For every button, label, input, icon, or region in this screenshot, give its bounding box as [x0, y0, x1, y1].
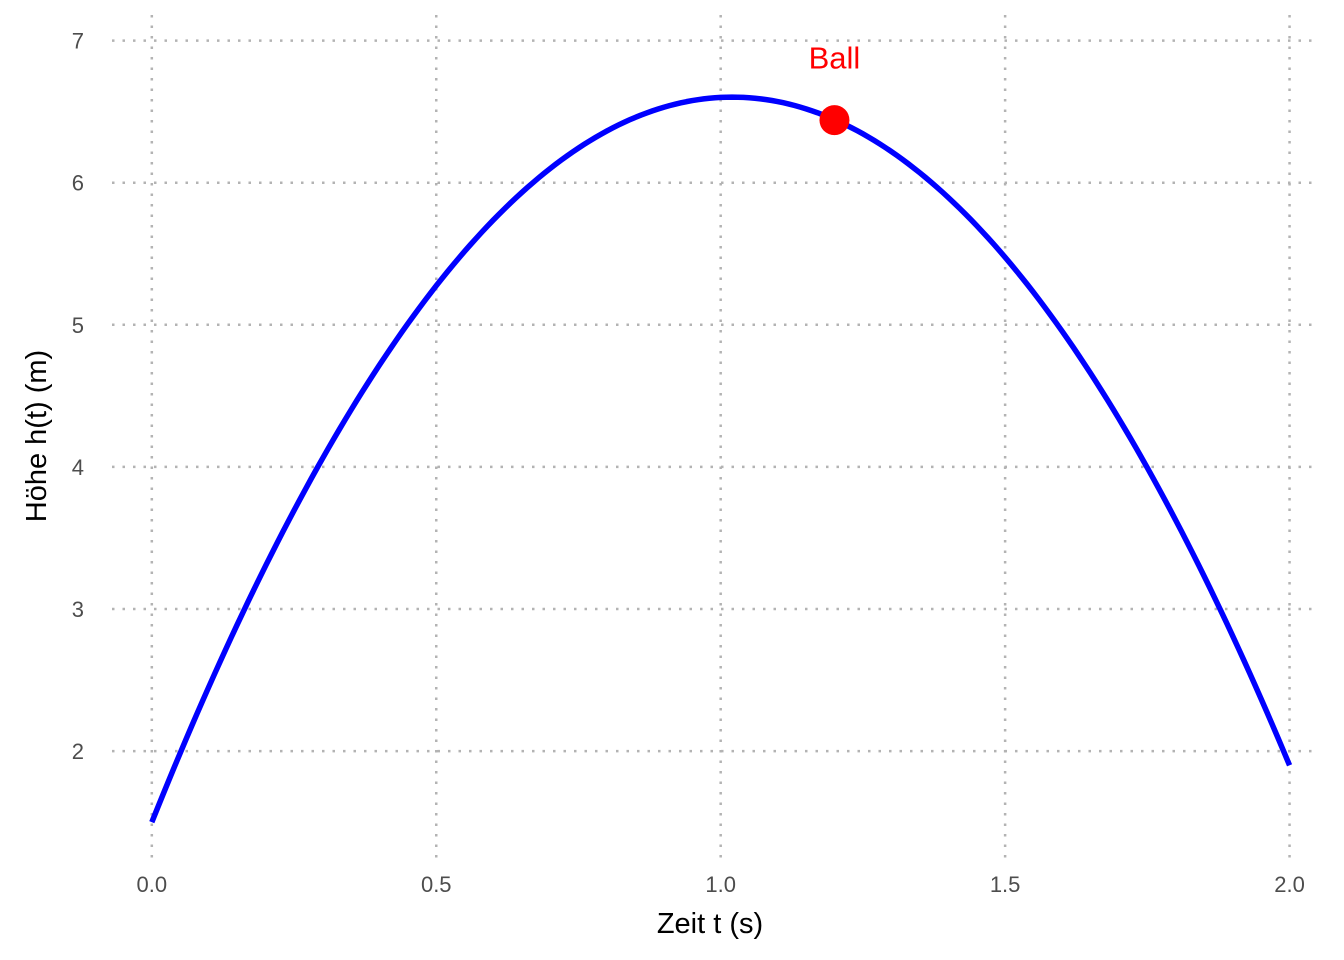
y-tick-label: 3 [72, 597, 84, 622]
height-curve [149, 94, 1293, 824]
x-tick-label: 0.0 [137, 872, 168, 897]
y-tick-labels: 2 3 4 5 6 7 [72, 29, 84, 765]
y-tick-label: 2 [72, 739, 84, 764]
y-axis-title: Höhe h(t) (m) [21, 350, 53, 522]
ball-marker [819, 105, 850, 136]
y-tick-label: 4 [72, 455, 84, 480]
series-layer [149, 94, 1293, 824]
y-tick-label: 7 [72, 29, 84, 54]
y-gridlines [112, 39, 1318, 753]
x-tick-label: 0.5 [421, 872, 452, 897]
marker-layer: Ball [809, 41, 861, 136]
ball-label: Ball [809, 41, 861, 76]
x-tick-label: 1.5 [990, 872, 1021, 897]
x-tick-label: 1.0 [705, 872, 736, 897]
x-gridlines [150, 15, 1291, 862]
y-tick-label: 5 [72, 313, 84, 338]
x-tick-label: 2.0 [1274, 872, 1305, 897]
x-tick-labels: 0.0 0.5 1.0 1.5 2.0 [137, 872, 1305, 897]
x-axis-title: Zeit t (s) [657, 908, 763, 940]
y-tick-label: 6 [72, 171, 84, 196]
